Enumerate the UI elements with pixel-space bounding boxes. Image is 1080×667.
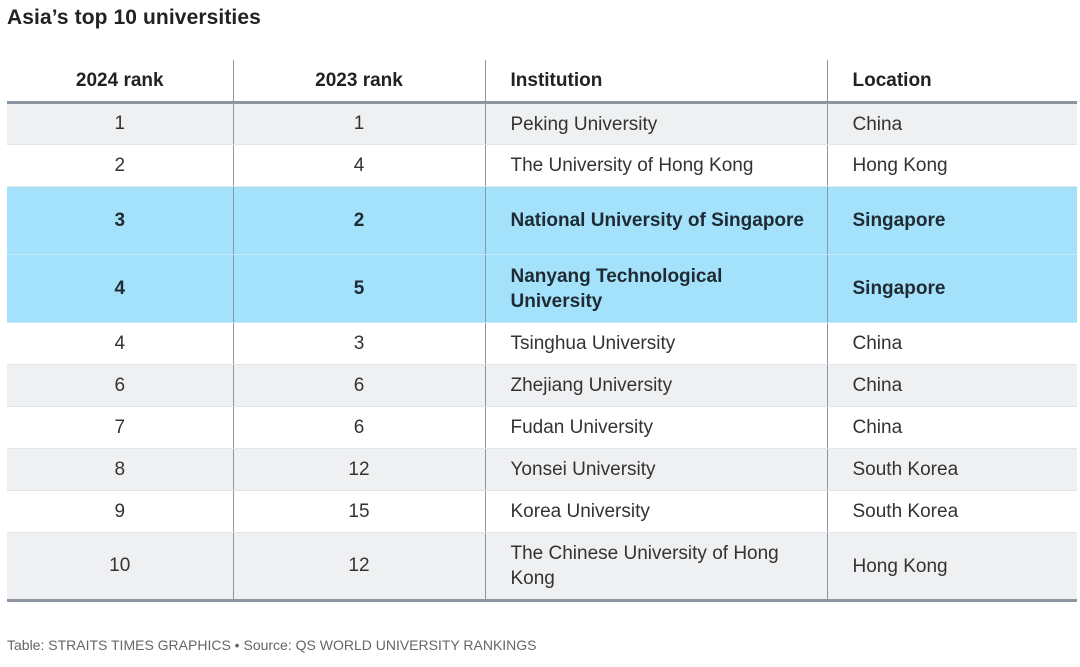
table-row: 10 12 The Chinese University of Hong Kon… <box>7 532 1077 602</box>
institution-cell: Zhejiang University <box>484 364 827 407</box>
rank-2024-cell: 9 <box>7 490 233 533</box>
table-row: 7 6 Fudan University China <box>7 406 1077 449</box>
table-row: 6 6 Zhejiang University China <box>7 364 1077 407</box>
location-cell: Hong Kong <box>826 144 1077 187</box>
rankings-table: 2024 rank 2023 rank Institution Location… <box>7 60 1077 602</box>
header-2024-rank: 2024 rank <box>7 60 233 104</box>
institution-cell: The Chinese University of Hong Kong <box>484 532 827 602</box>
rank-2023-cell: 2 <box>232 186 485 255</box>
table-row-highlighted: 4 5 Nanyang Technological University Sin… <box>7 254 1077 323</box>
table-row: 4 3 Tsinghua University China <box>7 322 1077 365</box>
header-row: 2024 rank 2023 rank Institution Location <box>7 60 1077 104</box>
institution-cell: Peking University <box>484 102 827 145</box>
location-cell: Singapore <box>826 186 1077 255</box>
rank-2023-cell: 12 <box>232 448 485 491</box>
institution-cell: The University of Hong Kong <box>484 144 827 187</box>
rank-2024-cell: 6 <box>7 364 233 407</box>
table-row: 1 1 Peking University China <box>7 102 1077 145</box>
source-credit: Table: STRAITS TIMES GRAPHICS • Source: … <box>7 637 537 653</box>
rank-2023-cell: 6 <box>232 406 485 449</box>
location-cell: South Korea <box>826 490 1077 533</box>
location-cell: Hong Kong <box>826 532 1077 602</box>
rank-2024-cell: 10 <box>7 532 233 602</box>
location-cell: South Korea <box>826 448 1077 491</box>
header-institution: Institution <box>484 60 827 104</box>
rank-2024-cell: 8 <box>7 448 233 491</box>
location-cell: China <box>826 406 1077 449</box>
table-row: 8 12 Yonsei University South Korea <box>7 448 1077 491</box>
location-cell: China <box>826 322 1077 365</box>
rank-2024-cell: 4 <box>7 322 233 365</box>
institution-cell: Korea University <box>484 490 827 533</box>
institution-cell: Yonsei University <box>484 448 827 491</box>
rank-2023-cell: 12 <box>232 532 485 602</box>
location-cell: China <box>826 102 1077 145</box>
rank-2023-cell: 1 <box>232 102 485 145</box>
rank-2023-cell: 4 <box>232 144 485 187</box>
institution-cell: Tsinghua University <box>484 322 827 365</box>
table-row: 2 4 The University of Hong Kong Hong Kon… <box>7 144 1077 187</box>
rank-2023-cell: 5 <box>232 254 485 323</box>
table-row: 9 15 Korea University South Korea <box>7 490 1077 533</box>
table-title: Asia’s top 10 universities <box>7 6 261 29</box>
location-cell: Singapore <box>826 254 1077 323</box>
rank-2024-cell: 4 <box>7 254 233 323</box>
institution-cell: Fudan University <box>484 406 827 449</box>
rank-2023-cell: 15 <box>232 490 485 533</box>
rank-2024-cell: 1 <box>7 102 233 145</box>
rank-2023-cell: 6 <box>232 364 485 407</box>
institution-cell: National University of Singapore <box>484 186 827 255</box>
rank-2023-cell: 3 <box>232 322 485 365</box>
rank-2024-cell: 7 <box>7 406 233 449</box>
table-row-highlighted: 3 2 National University of Singapore Sin… <box>7 186 1077 255</box>
header-2023-rank: 2023 rank <box>232 60 485 104</box>
institution-cell: Nanyang Technological University <box>484 254 827 323</box>
location-cell: China <box>826 364 1077 407</box>
header-location: Location <box>826 60 1077 104</box>
rank-2024-cell: 2 <box>7 144 233 187</box>
rank-2024-cell: 3 <box>7 186 233 255</box>
